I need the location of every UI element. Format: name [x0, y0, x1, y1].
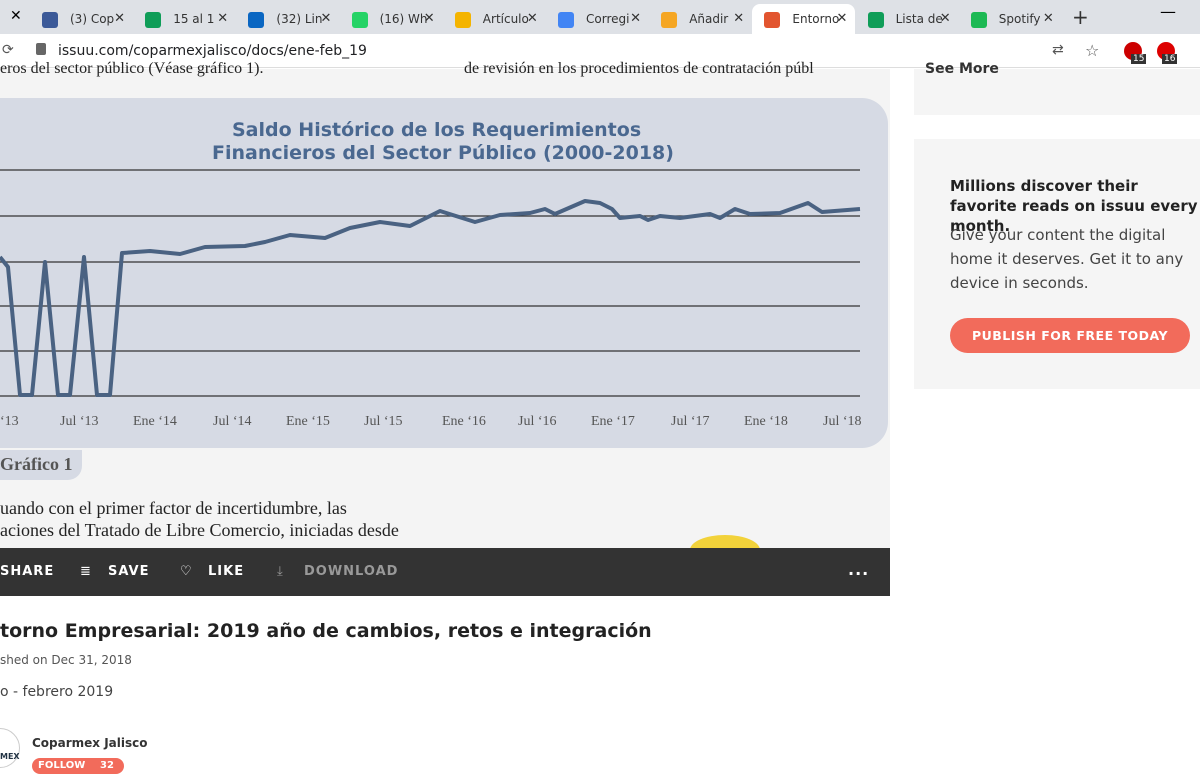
- issue: o - febrero 2019: [0, 684, 114, 700]
- tab-title: Corregi: [586, 12, 630, 26]
- back[interactable]: ⟳: [2, 42, 14, 58]
- caption: Gráfico 1: [0, 454, 73, 474]
- toolbar: [0, 548, 890, 596]
- doc-text: de revisión en los procedimientos de con…: [464, 60, 814, 77]
- tab[interactable]: Corregi ✕: [546, 4, 649, 34]
- tab-close[interactable]: ✕: [836, 11, 848, 26]
- tab-title: (32) Lin: [276, 12, 323, 26]
- lock-icon: [36, 43, 46, 55]
- tab-title: Entorno: [792, 12, 840, 26]
- url[interactable]: issuu.com/coparmexjalisco/docs/ene-feb_1…: [58, 43, 367, 59]
- tab-title: Spotify: [998, 12, 1041, 26]
- tab[interactable]: Artículo ✕: [443, 4, 546, 34]
- tab-title: 15 al 1: [173, 12, 215, 26]
- sidebar-card: [914, 69, 1200, 115]
- x-axis-label: Jul ‘14: [213, 414, 252, 429]
- tab-icon: [454, 12, 471, 28]
- x-axis-label: Ene ‘17: [591, 414, 635, 429]
- tab-close[interactable]: ✕: [217, 11, 229, 26]
- tab-icon: [351, 12, 368, 28]
- like-button[interactable]: LIKE: [208, 564, 245, 579]
- promo-text: Give your content the digital home it de…: [950, 226, 1184, 292]
- doc-text: aciones del Tratado de Libre Comercio, i…: [0, 520, 399, 540]
- tab-title: (3) Cop: [70, 12, 115, 26]
- x-axis-label: Jul ‘13: [60, 414, 99, 429]
- save-button[interactable]: SAVE: [108, 564, 150, 579]
- x-axis-label: Jul ‘18: [823, 414, 862, 429]
- tab-close[interactable]: ✕: [320, 11, 332, 26]
- tab-icon: [970, 12, 987, 28]
- tab[interactable]: (16) Wh ✕: [340, 4, 443, 34]
- doc-text: uando con el primer factor de incertidum…: [0, 498, 347, 518]
- more-button[interactable]: ...: [848, 560, 870, 579]
- tab[interactable]: Lista de ✕: [856, 4, 959, 34]
- promo-headline: Millions discover their favorite reads o…: [950, 177, 1198, 235]
- address-bar: [0, 34, 1200, 68]
- tab[interactable]: (32) Lin ✕: [236, 4, 339, 34]
- download-icon: ⤓: [277, 564, 284, 579]
- download-button[interactable]: DOWNLOAD: [304, 564, 399, 579]
- like-icon: ♡: [180, 564, 193, 579]
- x-axis-label: Ene ‘16: [442, 414, 486, 429]
- published-date: shed on Dec 31, 2018: [0, 653, 132, 667]
- tab-title: (16) Wh: [379, 12, 428, 26]
- tab-title: Lista de: [895, 12, 943, 26]
- tab[interactable]: Spotify ✕: [959, 4, 1062, 34]
- follower-count: 32: [100, 760, 114, 771]
- translate[interactable]: ⇄: [1052, 42, 1064, 58]
- x-axis-label: Ene ‘15: [286, 414, 330, 429]
- avatar-text: MEX: [0, 752, 20, 761]
- new-tab[interactable]: +: [1072, 5, 1089, 29]
- minimize[interactable]: —: [1160, 2, 1176, 21]
- x-axis-label: Jul ‘16: [518, 414, 557, 429]
- tab[interactable]: Entorno ✕: [752, 4, 856, 34]
- tab-icon: [145, 12, 162, 28]
- doc-text: eros del sector público (Véase gráfico 1…: [0, 60, 264, 77]
- tab-close[interactable]: ✕: [939, 11, 951, 26]
- tab[interactable]: Añadir ✕: [649, 4, 752, 34]
- tab-close[interactable]: ✕: [526, 11, 538, 26]
- tab-icon: [42, 12, 58, 28]
- x-axis-label: Ene ‘18: [744, 414, 788, 429]
- chart-title: Saldo Histórico de los Requerimientos: [232, 119, 642, 141]
- badge: 16: [1162, 54, 1178, 64]
- tab-icon: [248, 12, 265, 28]
- x-axis-label: Ene ‘14: [133, 414, 177, 429]
- see-more[interactable]: See More: [925, 61, 999, 77]
- save-icon: ≣: [80, 564, 92, 579]
- bookmark[interactable]: ☆: [1085, 41, 1100, 60]
- chart-line: [0, 199, 861, 397]
- follow-label: FOLLOW: [38, 760, 86, 771]
- x-axis-label: Jul ‘15: [364, 414, 403, 429]
- tab-icon: [867, 12, 884, 28]
- tab-close[interactable]: ✕: [423, 11, 435, 26]
- tab-icon: [558, 12, 574, 28]
- tab[interactable]: (3) Cop ✕: [30, 4, 133, 34]
- tab-close[interactable]: ✕: [630, 11, 641, 26]
- chart-image: [0, 98, 888, 448]
- chart-title: Financieros del Sector Público (2000-201…: [212, 142, 674, 164]
- tab-close[interactable]: ✕: [10, 8, 22, 24]
- tab-icon: [764, 12, 781, 28]
- tab-icon: [661, 12, 678, 28]
- tab[interactable]: 15 al 1 ✕: [133, 4, 236, 34]
- publisher[interactable]: Coparmex Jalisco: [32, 736, 148, 750]
- publish-button[interactable]: PUBLISH FOR FREE TODAY: [950, 318, 1190, 353]
- x-axis-label: Jul ‘17: [671, 414, 710, 429]
- tab-bar: [0, 0, 1200, 34]
- publication-title: torno Empresarial: 2019 año de cambios, …: [0, 620, 652, 642]
- caption-box: [0, 450, 82, 480]
- avatar[interactable]: [0, 728, 20, 768]
- tab-title: Artículo: [482, 12, 529, 26]
- share-button[interactable]: SHARE: [0, 564, 55, 579]
- tab-close[interactable]: ✕: [1042, 11, 1054, 26]
- tab-close[interactable]: ✕: [733, 11, 745, 26]
- tab-close[interactable]: ✕: [114, 11, 125, 26]
- chart-background: [0, 98, 888, 448]
- tab-title: Añadir: [689, 12, 729, 26]
- x-axis-label: ‘13: [0, 414, 19, 429]
- badge: 15: [1131, 54, 1147, 64]
